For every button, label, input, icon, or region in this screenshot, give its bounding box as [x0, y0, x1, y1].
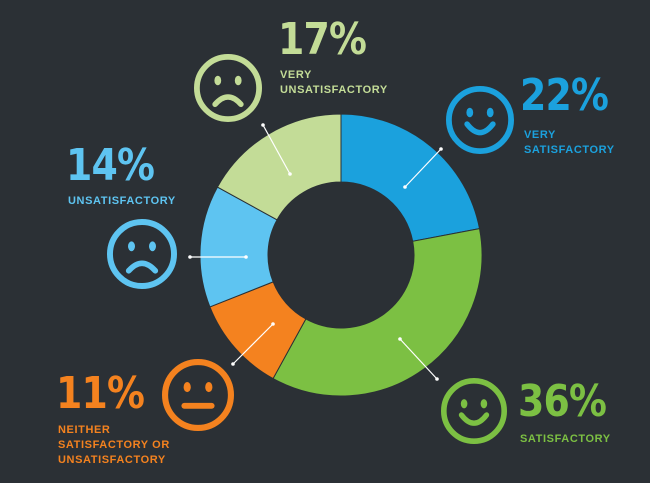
label-satisfactory-line1: SATISFACTORY [520, 433, 611, 445]
leader-dot-satisfactory-0 [398, 337, 402, 341]
leader-dot-very-satisfactory-0 [403, 185, 407, 189]
leader-dot-unsatisfactory-0 [244, 255, 248, 259]
label-unsatisfactory: UNSATISFACTORY [68, 194, 176, 209]
pct-neither: 11% [56, 368, 145, 419]
leader-dot-very-unsatisfactory-0 [288, 172, 292, 176]
pct-satisfactory: 36% [518, 376, 607, 427]
label-very-unsatisfactory-line1: VERY [280, 69, 312, 81]
leader-dot-satisfactory-1 [435, 377, 439, 381]
label-very-unsatisfactory: VERY UNSATISFACTORY [280, 68, 388, 98]
smile-very-satisfactory-icon [446, 85, 515, 155]
pct-very-satisfactory: 22% [520, 70, 609, 121]
donut-hole [268, 182, 414, 328]
leader-line-neither [232, 323, 274, 365]
smile-satisfactory-icon [440, 377, 507, 444]
pct-very-unsatisfactory: 17% [278, 14, 367, 65]
label-neither: NEITHER SATISFACTORY OR UNSATISFACTORY [58, 423, 170, 468]
label-unsatisfactory-line1: UNSATISFACTORY [68, 195, 176, 207]
label-neither-line1: NEITHER [58, 424, 111, 436]
label-satisfactory: SATISFACTORY [520, 432, 611, 447]
frown-unsatisfactory-icon [106, 219, 178, 290]
leader-dot-neither-0 [271, 322, 275, 326]
label-very-satisfactory: VERY SATISFACTORY [524, 128, 615, 158]
label-very-satisfactory-line2: SATISFACTORY [524, 144, 615, 156]
label-neither-line3: UNSATISFACTORY [58, 454, 166, 466]
label-neither-line2: SATISFACTORY OR [58, 439, 170, 451]
frown-very-unsatisfactory-icon [193, 53, 263, 123]
neutral-face-neither-icon [161, 358, 234, 431]
pct-unsatisfactory: 14% [66, 140, 155, 191]
leader-line-satisfactory [399, 338, 438, 380]
leader-line-very-unsatisfactory [262, 124, 291, 175]
label-very-unsatisfactory-line2: UNSATISFACTORY [280, 84, 388, 96]
leader-dot-very-unsatisfactory-1 [261, 123, 265, 127]
leader-dot-neither-1 [231, 362, 235, 366]
label-very-satisfactory-line1: VERY [524, 129, 556, 141]
leader-line-very-satisfactory [404, 148, 442, 188]
leader-dot-very-satisfactory-1 [439, 147, 443, 151]
leader-dot-unsatisfactory-1 [188, 255, 192, 259]
